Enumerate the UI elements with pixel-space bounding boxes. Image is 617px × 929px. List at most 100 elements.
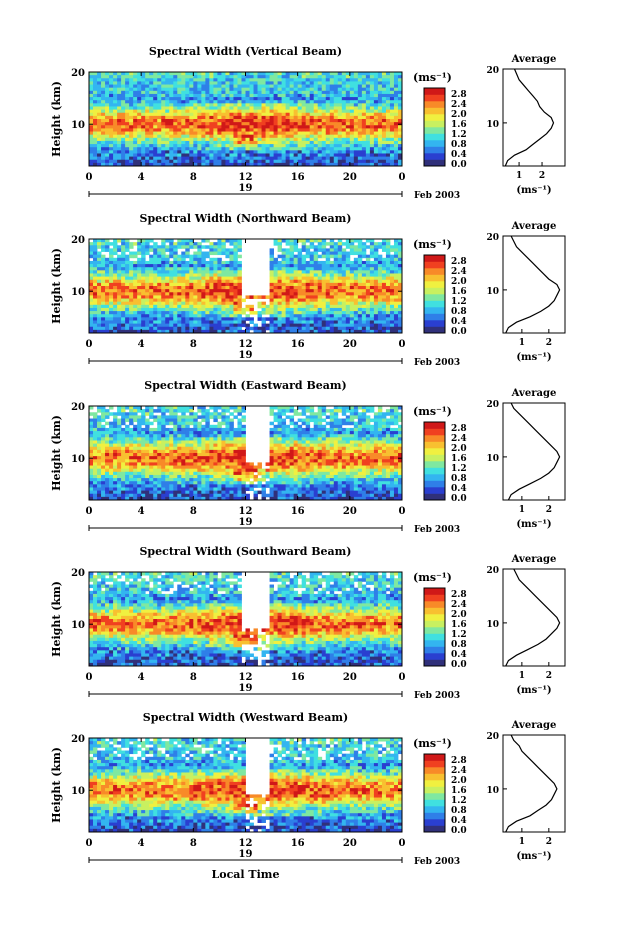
avg-y-tick-label: 20 [486, 400, 499, 410]
chart-title: Spectral Width (Vertical Beam) [149, 45, 342, 58]
x-tick-label: 20 [343, 506, 357, 517]
colorbar-tick-label: 1.6 [451, 620, 467, 630]
chart-title: Spectral Width (Northward Beam) [140, 212, 352, 225]
colorbar-tick-label: 0.4 [451, 816, 467, 826]
x-tick-label: 8 [190, 838, 197, 849]
avg-y-tick-label: 20 [486, 233, 499, 243]
x-tick-label: 0 [86, 339, 93, 350]
average-title: Average [511, 720, 557, 731]
average-panel: Average 20 10 1 2 (ms⁻¹) [486, 554, 566, 696]
x-tick-label: 16 [291, 339, 305, 350]
colorbar-tick-label: 2.4 [451, 766, 467, 776]
x-tick-label: 0 [86, 506, 93, 517]
date-label: Feb 2003 [414, 691, 460, 701]
avg-x-tick-label: 2 [539, 171, 545, 181]
y-tick-label: 20 [71, 734, 85, 745]
colorbar-tick-label: 1.2 [451, 130, 467, 140]
avg-y-tick-label: 20 [486, 66, 499, 76]
avg-x-axis-label: (ms⁻¹) [516, 851, 551, 862]
x-tick-label: 12 [239, 339, 253, 350]
y-tick-label: 20 [71, 402, 85, 413]
day-label: 19 [239, 183, 253, 194]
avg-x-tick-label: 1 [519, 837, 525, 847]
x-tick-label: 0 [399, 838, 406, 849]
x-tick-label: 0 [86, 172, 93, 183]
y-tick-label: 10 [71, 120, 85, 131]
average-profile-line [505, 235, 561, 334]
beam-panel-1: Spectral Width (Northward Beam)2010Heigh… [50, 212, 566, 368]
colorbar-unit: (ms⁻¹) [413, 405, 452, 418]
avg-y-tick-label: 10 [486, 454, 499, 464]
colorbar-tick-label: 0.8 [451, 307, 467, 317]
day-label: 19 [239, 517, 253, 528]
avg-y-tick-label: 20 [486, 566, 499, 576]
x-tick-label: 16 [291, 672, 305, 683]
x-tick-label: 8 [190, 672, 197, 683]
x-tick-label: 4 [138, 506, 145, 517]
average-title: Average [511, 221, 557, 232]
colorbar-tick-label: 0.4 [451, 150, 467, 160]
y-tick-label: 20 [71, 68, 85, 79]
average-title: Average [511, 388, 557, 399]
heatmap-cells [89, 72, 403, 167]
beam-panel-4: Spectral Width (Westward Beam) 20 1 0 Height… [50, 711, 566, 867]
x-tick-label: 20 [343, 838, 357, 849]
average-panel: Average 20 10 1 2 (ms⁻¹) [486, 54, 566, 196]
average-profile-line [504, 68, 555, 167]
colorbar: 2.82.42.01.61.20.80.40.0 [423, 421, 467, 504]
colorbar-tick-label: 0.4 [451, 484, 467, 494]
average-profile-line [505, 568, 561, 667]
avg-y-tick-label: 10 [486, 620, 499, 630]
x-tick-label: 4 [138, 672, 145, 683]
day-label: 19 [239, 350, 253, 361]
y-axis-label: Height (km) [50, 415, 63, 491]
average-panel: Average 20 10 1 2 (ms⁻¹) [486, 388, 566, 530]
colorbar-tick-label: 1.6 [451, 120, 467, 130]
avg-y-tick-label: 10 [486, 120, 499, 130]
day-label: 19 [239, 683, 253, 694]
y-axis-label: Height (km) [50, 581, 63, 657]
colorbar-unit: (ms⁻¹) [413, 737, 452, 750]
colorbar-tick-label: 1.6 [451, 454, 467, 464]
x-tick-label: 0 [399, 172, 406, 183]
date-label: Feb 2003 [414, 191, 460, 201]
avg-x-tick-label: 2 [546, 837, 552, 847]
colorbar-tick-label: 2.0 [451, 610, 467, 620]
avg-x-tick-label: 1 [519, 505, 525, 515]
y-axis-label: Height (km) [50, 248, 63, 324]
y-axis-label: Height (km) [50, 747, 63, 823]
colorbar-tick-label: 2.0 [451, 277, 467, 287]
average-panel: Average 20 10 1 2 (ms⁻¹) [486, 221, 566, 363]
colorbar-tick-label: 1.6 [451, 786, 467, 796]
x-tick-label: 12 [239, 672, 253, 683]
colorbar: 2.82.42.01.61.20.80.40.0 [423, 87, 467, 170]
heatmap-cells [89, 572, 403, 667]
x-tick-label: 4 [138, 838, 145, 849]
x-tick-label: 4 [138, 339, 145, 350]
date-label: Feb 2003 [414, 358, 460, 368]
colorbar-unit: (ms⁻¹) [413, 571, 452, 584]
heatmap-cells [89, 738, 403, 833]
avg-x-axis-label: (ms⁻¹) [516, 352, 551, 363]
x-tick-label: 8 [190, 506, 197, 517]
colorbar-tick-label: 0.0 [451, 494, 467, 504]
colorbar-unit: (ms⁻¹) [413, 71, 452, 84]
avg-y-tick-label: 20 [486, 732, 499, 742]
colorbar-tick-label: 1.2 [451, 464, 467, 474]
beam-panel-2: Spectral Width (Eastward Beam)2010Height… [50, 379, 566, 535]
average-title: Average [511, 54, 557, 65]
beam-panel-3: Spectral Width (Southward Beam)2010Heigh… [50, 545, 566, 701]
colorbar-tick-label: 2.4 [451, 100, 467, 110]
colorbar-tick-label: 2.4 [451, 267, 467, 277]
chart-title: Spectral Width (Westward Beam) [143, 711, 348, 724]
colorbar-tick-label: 2.8 [451, 590, 467, 600]
y-tick-label: 20 [71, 235, 85, 246]
colorbar-tick-label: 2.8 [451, 90, 467, 100]
x-tick-label: 20 [343, 172, 357, 183]
average-panel: Average 20 10 1 2 (ms⁻¹) [486, 720, 566, 862]
avg-x-axis-label: (ms⁻¹) [516, 685, 551, 696]
colorbar-tick-label: 2.0 [451, 776, 467, 786]
x-tick-label: 8 [190, 339, 197, 350]
x-tick-label: 12 [239, 506, 253, 517]
x-tick-label: 16 [291, 838, 305, 849]
